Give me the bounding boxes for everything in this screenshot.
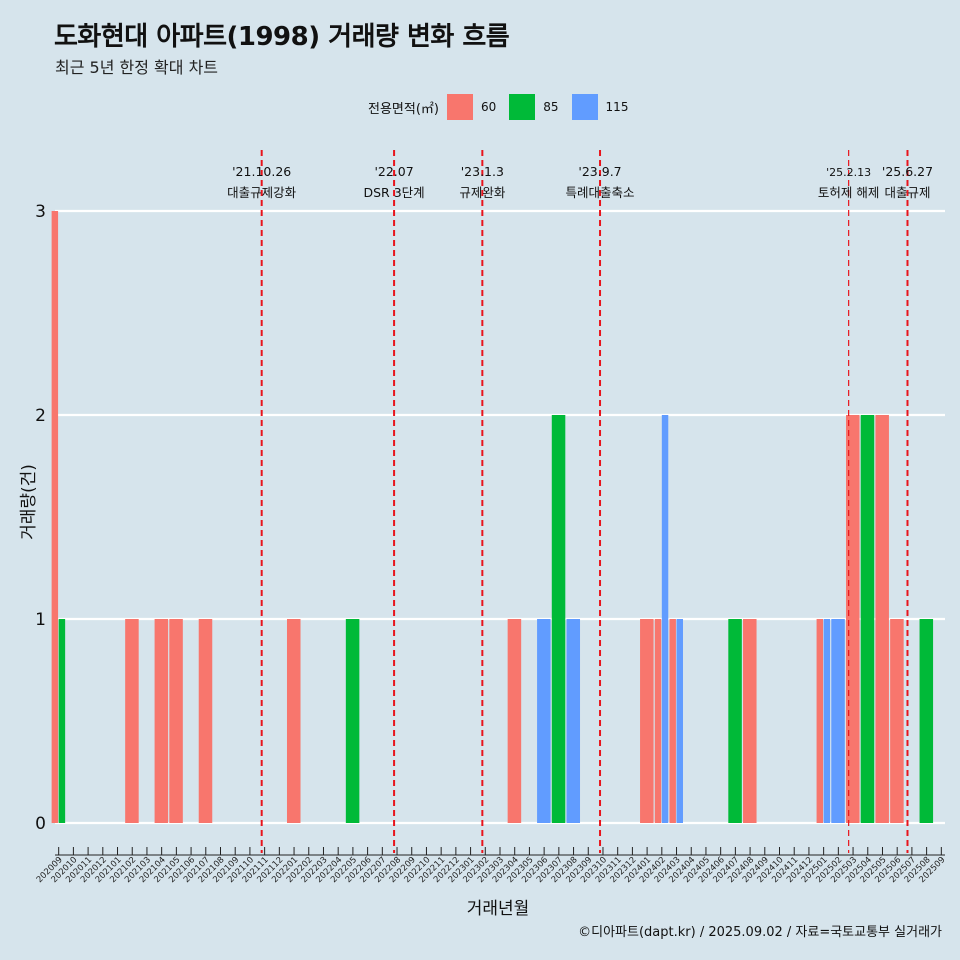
event-name-label: DSR 3단계 [363,185,424,200]
bar-202102-60 [125,619,139,823]
y-axis-title: 거래량(건) [19,464,39,540]
bar-202402-60 [654,619,662,823]
bar-202407-85 [728,619,742,823]
chart-title: 도화현대 아파트(1998) 거래량 변화 흐름 [54,22,510,52]
event-date-label: '21.10.26 [232,164,291,179]
chart-subtitle: 최근 5년 한정 확대 차트 [55,58,219,77]
bar-202104-60 [154,619,169,823]
bar-202505-60 [875,415,889,823]
bar-202402-115 [661,415,669,823]
bar-202009-85 [58,619,66,823]
bar-202508-85 [919,619,934,823]
bar-202504-85 [860,415,875,823]
event-name-label: 토허제 해제 [818,185,879,200]
legend-title: 전용면적(㎡) [368,101,439,117]
bar-202205-85 [345,619,360,823]
legend-item-115: 115 [571,94,638,120]
legend-item-85: 85 [509,94,567,120]
legend-label-85: 85 [543,100,559,114]
bar-202306-115 [537,619,551,823]
event-date-label: '25.6.27 [882,164,933,179]
bar-202307-85 [551,415,566,823]
y-tick-label: 2 [35,406,46,426]
event-date-label: '23.1.3 [461,164,504,179]
event-date-label: '25.2.13 [826,166,871,179]
legend-item-60: 60 [446,94,505,120]
y-tick-label: 1 [35,610,46,630]
legend-label-60: 60 [480,100,497,114]
event-name-label: 특례대출축소 [566,185,635,200]
event-date-label: '22.07 [374,164,413,179]
bar-202403-115 [676,619,683,823]
bar-202201-60 [286,619,301,823]
y-tick-label: 0 [35,814,46,834]
event-name-label: 규제완화 [459,185,506,200]
bar-202501-60 [816,619,824,823]
event-name-label: 대출규제 [884,185,930,200]
event-name-label: 대출규제강화 [227,185,297,200]
x-axis-title: 거래년월 [467,899,530,919]
bar-202107-60 [198,619,213,823]
bar-202105-60 [169,619,183,823]
bar-202401-60 [640,619,654,823]
bar-202503-60 [845,415,860,823]
source-caption: ©디아파트(dapt.kr) / 2025.09.02 / 자료=국토교통부 실… [578,925,942,940]
bar-202308-115 [566,619,581,823]
y-tick-label: 3 [35,202,46,222]
bar-202403-60 [669,619,676,823]
legend-swatch-60 [446,94,473,120]
bar-202408-60 [743,619,757,823]
bar-202501-115 [823,619,831,823]
bar-202009-60 [51,211,59,823]
bar-202304-60 [507,619,522,823]
event-date-label: '23.9.7 [578,164,621,179]
legend: 전용면적(㎡) 60 85 115 [368,93,641,121]
legend-swatch-115 [571,94,598,120]
legend-label-115: 115 [605,100,629,114]
bar-202506-60 [890,619,904,823]
legend-swatch-85 [509,94,536,120]
bar-202502-115 [831,619,845,823]
